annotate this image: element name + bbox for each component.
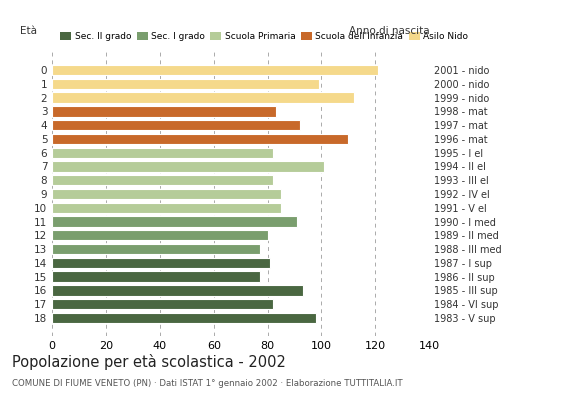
Text: Popolazione per età scolastica - 2002: Popolazione per età scolastica - 2002 <box>12 354 285 370</box>
Bar <box>52 203 281 213</box>
Bar <box>52 161 324 172</box>
Bar <box>52 148 273 158</box>
Bar <box>52 244 260 254</box>
Text: COMUNE DI FIUME VENETO (PN) · Dati ISTAT 1° gennaio 2002 · Elaborazione TUTTITAL: COMUNE DI FIUME VENETO (PN) · Dati ISTAT… <box>12 379 402 388</box>
Bar <box>52 92 354 103</box>
Bar <box>52 120 300 130</box>
Bar <box>52 258 270 268</box>
Legend: Sec. II grado, Sec. I grado, Scuola Primaria, Scuola dell'Infanzia, Asilo Nido: Sec. II grado, Sec. I grado, Scuola Prim… <box>57 28 472 45</box>
Bar <box>52 79 319 89</box>
Bar <box>52 106 276 116</box>
Bar <box>52 175 273 185</box>
Bar <box>52 285 303 296</box>
Bar <box>52 134 349 144</box>
Text: Età: Età <box>20 26 37 36</box>
Bar <box>52 216 297 227</box>
Text: Anno di nascita: Anno di nascita <box>349 26 429 36</box>
Bar <box>52 313 316 323</box>
Bar <box>52 189 281 199</box>
Bar <box>52 299 273 309</box>
Bar <box>52 272 260 282</box>
Bar <box>52 230 267 240</box>
Bar <box>52 65 378 75</box>
